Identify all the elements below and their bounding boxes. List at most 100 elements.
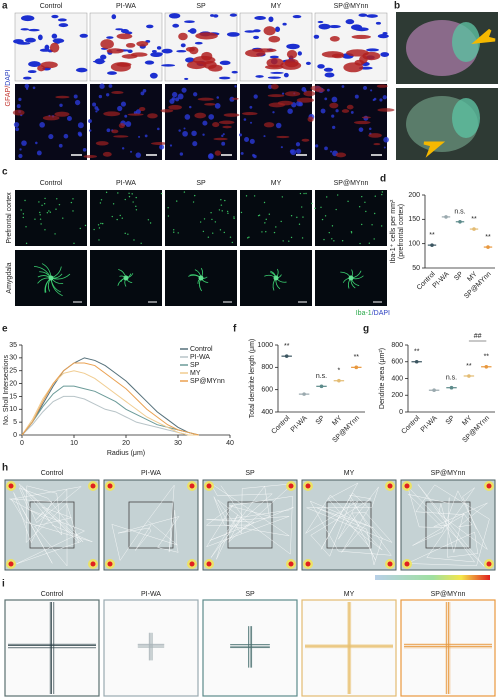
mean-dot [337, 378, 341, 383]
nucleus [98, 94, 103, 99]
microglia [248, 236, 250, 238]
microglia [347, 200, 349, 203]
blob [111, 14, 117, 20]
gfap [160, 109, 174, 113]
blob [161, 64, 176, 67]
y-tick-label: 0 [399, 409, 403, 416]
gfap [296, 97, 314, 103]
microglia [227, 212, 229, 215]
microglia [326, 196, 328, 198]
y-tick-label: 25 [9, 368, 17, 375]
legend-label: PI-WA [190, 354, 210, 361]
blob [226, 32, 240, 37]
nucleus [66, 116, 72, 121]
microglia [48, 210, 50, 212]
y-tick-label: 100 [408, 241, 420, 248]
nucleus [192, 141, 198, 147]
blob [377, 33, 389, 39]
panel-label: f [233, 324, 237, 335]
nucleus [234, 85, 237, 88]
column-label: Control [40, 3, 63, 10]
microglia [364, 201, 366, 204]
soma [273, 275, 279, 281]
blob [40, 61, 58, 69]
a-ylabel-blue: DAPI [5, 69, 12, 85]
x-tick-label: Control [416, 270, 437, 291]
nucleus [383, 136, 389, 143]
column-label: SP@MYnn [431, 470, 466, 477]
blob [51, 33, 58, 39]
microglia [229, 236, 232, 238]
microglia [336, 194, 339, 196]
microglia [160, 192, 163, 195]
significance: ** [466, 363, 472, 370]
x-tick-label: MY [331, 415, 344, 428]
nucleus [244, 136, 250, 142]
blob [149, 72, 158, 79]
microglia [131, 193, 133, 195]
microglia [202, 230, 205, 233]
microglia [73, 242, 75, 245]
microglia [359, 242, 361, 245]
series-line [21, 370, 199, 436]
microglia [240, 211, 243, 214]
nucleus [74, 99, 81, 106]
blob [125, 42, 136, 48]
microglia [301, 206, 303, 208]
microglia [121, 217, 123, 219]
trajectory [9, 483, 93, 567]
legend-label: MY [190, 370, 201, 377]
gfap [127, 113, 144, 116]
nucleus [326, 88, 330, 92]
center-zone [326, 501, 372, 549]
nucleus [335, 109, 339, 113]
column-label: MY [344, 591, 355, 598]
microglia [38, 201, 40, 203]
blob [317, 64, 325, 69]
panel-label: i [2, 579, 5, 590]
microglia [40, 223, 42, 225]
gfap [204, 102, 216, 106]
nucleus [18, 153, 23, 159]
microglia [247, 237, 249, 239]
gfap [212, 122, 220, 128]
heat [206, 561, 212, 567]
nucleus [331, 96, 338, 103]
x-tick-label: SP [445, 415, 457, 427]
nucleus [39, 122, 45, 128]
heat [305, 483, 311, 489]
microglia [79, 227, 82, 230]
blob [283, 72, 289, 78]
microglia [43, 203, 46, 205]
microglia [132, 201, 134, 203]
nucleus [208, 114, 215, 120]
nucleus [202, 133, 205, 136]
nucleus [108, 84, 113, 88]
blob [328, 24, 341, 29]
nucleus [16, 104, 21, 109]
gfap [242, 112, 258, 116]
microglia [211, 218, 213, 221]
mean-dot [354, 365, 359, 370]
blob [286, 50, 298, 59]
nucleus [135, 152, 142, 158]
nucleus [35, 141, 38, 145]
image-3d [239, 12, 313, 82]
x-tick-label: 0 [20, 440, 24, 447]
significance: n.s. [316, 373, 327, 380]
y-tick-label: 10 [9, 406, 17, 413]
soma [123, 275, 129, 281]
x-tick-label: PI-WA [432, 271, 451, 290]
column-label: PI-WA [116, 3, 136, 10]
microglia [303, 192, 305, 195]
heat [206, 483, 212, 489]
nucleus [238, 133, 243, 137]
blob [244, 30, 256, 33]
nucleus [331, 114, 335, 118]
blob [100, 54, 107, 60]
mean-dot [302, 392, 306, 396]
blob [318, 23, 331, 30]
blob [358, 13, 368, 17]
gfap [147, 113, 158, 119]
nucleus [221, 141, 226, 146]
